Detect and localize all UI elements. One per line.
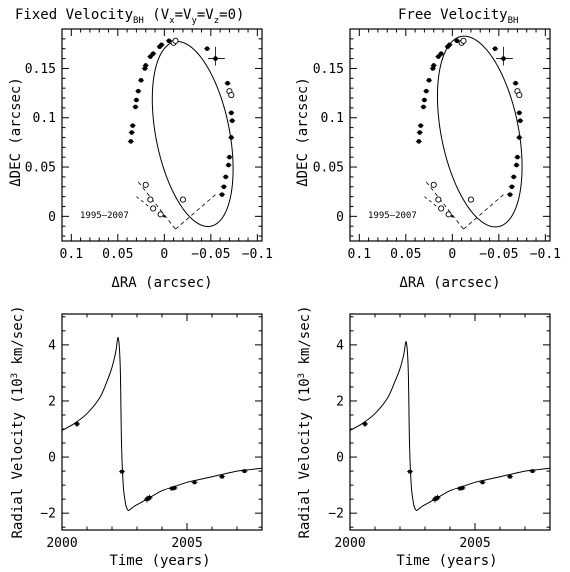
orbit-free-open-point [430, 181, 437, 188]
rv-free-xtick-label: 2000 [334, 536, 365, 551]
orbit-free-xtick-label: 0 [448, 247, 456, 262]
rv-fixed-data-point [147, 495, 152, 500]
orbit-free-ylabel: ΔDEC (arcsec) [295, 77, 311, 187]
orbit-fixed-open-point [157, 211, 164, 218]
orbit-free-xtick-label: −0.1 [530, 247, 561, 262]
orbit-fixed-origin-marker [163, 215, 166, 218]
orbit-free-ytick-label: 0 [336, 210, 344, 225]
rv-free-data-point [435, 495, 440, 500]
rv-fixed-ytick-label: 4 [48, 338, 56, 353]
rv-free-ytick-label: 0 [336, 451, 344, 466]
orbit-free-dashed-line [425, 181, 464, 230]
rv-fixed-ytick-label: −2 [40, 507, 56, 522]
rv-free-ylabel: Radial Velocity (103 km/sec) [297, 305, 313, 538]
orbit-fixed-open-point [179, 196, 186, 203]
orbit-plot-fixed: 0.1 0.05 0 −0.05 −0.1 0 0.05 0.1 0.15 1995–2007 [25, 28, 273, 262]
rv-fixed-data-point [242, 469, 247, 473]
orbit-fixed-ytick-label: 0 [48, 210, 56, 225]
rv-fixed-xtick-label: 2000 [46, 536, 77, 551]
orbit-free-open-point [438, 205, 445, 212]
orbit-fixed-dashed-line [137, 181, 176, 230]
orbit-fixed-xtick-label: −0.05 [191, 247, 230, 262]
rv-free-xtick-label: 2005 [459, 536, 490, 551]
orbit-fixed-open-point [142, 181, 149, 188]
orbit-fixed-open-point [228, 92, 235, 99]
orbit-free-frame [349, 28, 551, 242]
panel-title-free-velocity: Free VelocityBH [398, 7, 518, 26]
radial-velocity-plot-fixed: 2000 2005 −2 0 2 4 [40, 313, 263, 551]
rv-fixed-xtick-label: 2005 [171, 536, 202, 551]
rv-free-data-point [408, 469, 412, 474]
rv-fixed-frame [61, 313, 263, 531]
orbit-fixed-ytick-label: 0.1 [33, 111, 56, 126]
orbit-free-ytick-label: 0.1 [321, 111, 344, 126]
orbit-free-ytick-label: 0.15 [313, 62, 344, 77]
rv-fixed-ytick-label: 2 [48, 394, 56, 409]
rv-fixed-ylabel: Radial Velocity (103 km/sec) [10, 305, 26, 538]
orbit-fixed-dashed-line [175, 194, 216, 230]
orbit-fixed-xtick-label: 0.05 [102, 247, 133, 262]
orbit-fixed-annotation: 1995–2007 [80, 211, 129, 221]
rv-free-data-point [363, 422, 367, 426]
orbit-fixed-xlabel: ΔRA (arcsec) [111, 275, 212, 291]
orbit-free-open-point [516, 92, 523, 99]
rv-free-frame [349, 313, 551, 531]
rv-fixed-data-point [172, 486, 177, 490]
rv-fixed-data-point [75, 422, 79, 426]
orbit-free-origin-marker [451, 215, 454, 218]
orbit-free-annotation: 1995–2007 [368, 211, 417, 221]
orbit-free-xtick-label: −0.05 [479, 247, 518, 262]
orbit-fixed-xtick-label: −0.1 [242, 247, 273, 262]
orbit-fixed-open-point [150, 205, 157, 212]
rv-free-data-point [460, 486, 465, 490]
rv-free-ytick-label: −2 [328, 507, 344, 522]
orbit-fixed-frame [61, 28, 263, 242]
orbit-fixed-open-point [147, 196, 154, 203]
orbit-fixed-ytick-label: 0.05 [25, 161, 56, 176]
rv-free-data-point [530, 469, 535, 473]
rv-fixed-data-point [192, 480, 197, 485]
orbit-free-orbit-curve [436, 35, 523, 228]
rv-free-ytick-label: 2 [336, 394, 344, 409]
orbit-fixed-ytick-label: 0.15 [25, 62, 56, 77]
orbit-free-xtick-label: 0.05 [390, 247, 421, 262]
rv-fixed-data-point [145, 497, 149, 501]
orbit-fixed-orbit-curve [151, 41, 234, 227]
orbit-plot-free: 0.1 0.05 0 −0.05 −0.1 0 0.05 0.1 0.15 1995–2007 [313, 28, 561, 262]
rv-free-ytick-label: 4 [336, 338, 344, 353]
rv-fixed-data-point [220, 474, 224, 479]
rv-fixed-data-point [170, 486, 174, 491]
orbit-free-ytick-label: 0.05 [313, 161, 344, 176]
orbit-fixed-ylabel: ΔDEC (arcsec) [8, 77, 24, 187]
rv-free-data-point [508, 474, 512, 479]
orbit-fixed-open-point [172, 37, 179, 44]
panel-title-fixed-velocity: Fixed VelocityBH (Vx=Vy=Vz=0) [15, 7, 244, 26]
rv-fixed-xlabel: Time (years) [109, 553, 210, 569]
orbit-free-open-point [467, 196, 474, 203]
orbit-free-open-point [445, 211, 452, 218]
orbit-free-open-point [435, 196, 442, 203]
rv-free-data-point [480, 480, 485, 485]
rv-free-model-curve [349, 341, 551, 512]
rv-fixed-model-curve [61, 337, 263, 512]
orbit-free-dashed-line [463, 194, 504, 230]
radial-velocity-plot-free: 2000 2005 −2 0 2 4 [328, 313, 551, 551]
rv-free-xlabel: Time (years) [396, 553, 497, 569]
rv-fixed-data-point [120, 469, 124, 474]
orbit-free-xlabel: ΔRA (arcsec) [399, 275, 500, 291]
rv-free-data-point [433, 497, 437, 501]
orbit-fixed-xtick-label: 0.1 [60, 247, 83, 262]
rv-fixed-ytick-label: 0 [48, 451, 56, 466]
orbit-free-xtick-label: 0.1 [348, 247, 371, 262]
rv-free-data-point [458, 486, 462, 491]
orbit-fixed-xtick-label: 0 [160, 247, 168, 262]
orbit-free-open-point [460, 37, 467, 44]
